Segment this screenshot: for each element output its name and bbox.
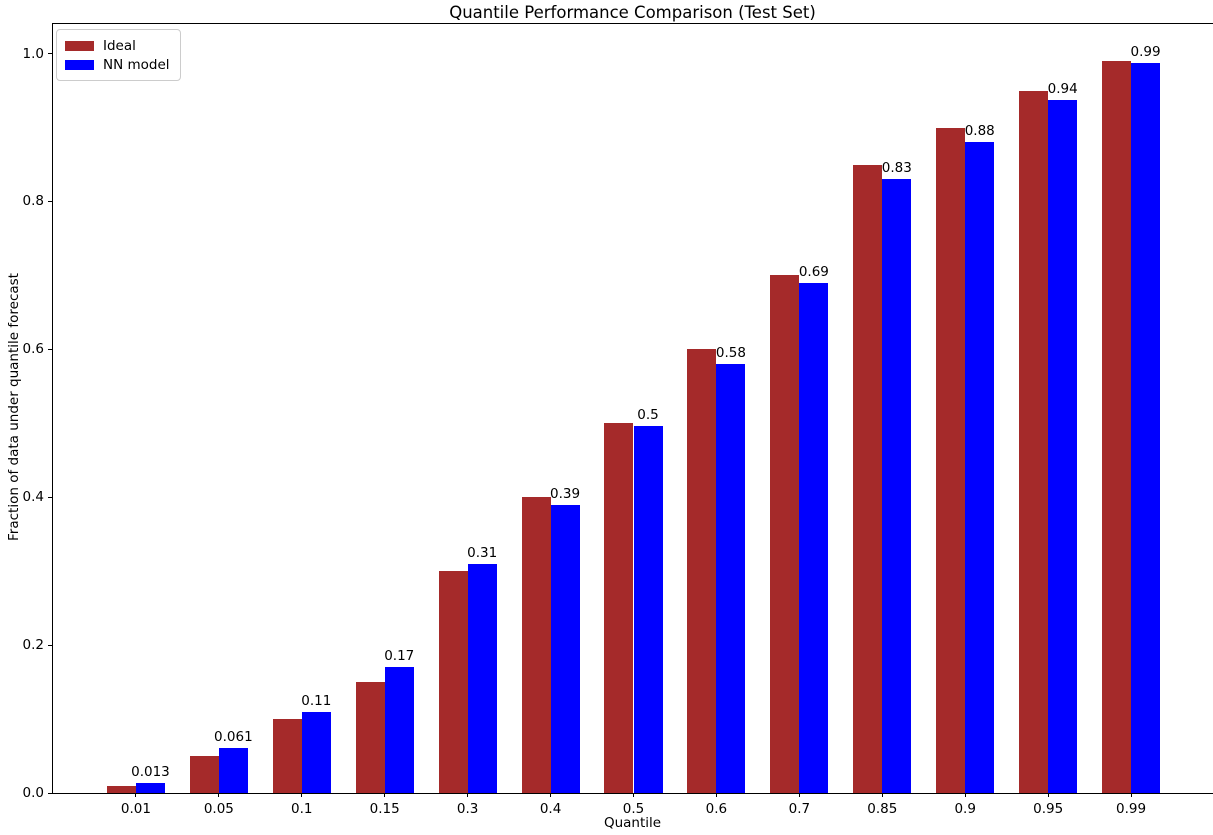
x-tick-label: 0.3 bbox=[456, 801, 479, 817]
bar-nn-model bbox=[1048, 100, 1078, 793]
bar-value-label: 0.69 bbox=[798, 263, 829, 280]
legend-label: NN model bbox=[103, 56, 170, 73]
bar-nn-model bbox=[384, 667, 414, 793]
legend-swatch-icon bbox=[65, 59, 94, 70]
bar-value-label: 0.013 bbox=[131, 764, 170, 781]
x-tick-label: 0.15 bbox=[369, 801, 400, 817]
x-tick-label: 0.05 bbox=[203, 801, 234, 817]
x-tick-label: 0.4 bbox=[539, 801, 562, 817]
bar-value-label: 0.83 bbox=[881, 160, 912, 177]
bar-nn-model bbox=[633, 425, 663, 793]
bar-ideal bbox=[272, 719, 302, 793]
bar-nn-model bbox=[301, 711, 331, 793]
bar-value-label: 0.58 bbox=[715, 345, 746, 362]
x-tick-mark bbox=[798, 793, 800, 797]
y-tick-label: 0.4 bbox=[22, 489, 44, 506]
legend-row: NN model bbox=[65, 55, 170, 74]
bar-value-label: 0.88 bbox=[964, 123, 995, 140]
bar-ideal bbox=[1019, 90, 1049, 793]
x-tick-mark bbox=[1047, 793, 1049, 797]
bar-value-label: 0.99 bbox=[1130, 44, 1161, 61]
bar-ideal bbox=[106, 785, 136, 793]
bar-ideal bbox=[936, 127, 966, 793]
x-tick-label: 0.9 bbox=[954, 801, 976, 817]
bar-ideal bbox=[604, 423, 634, 793]
x-tick-mark bbox=[384, 793, 386, 797]
bar-ideal bbox=[770, 275, 800, 793]
bar-ideal bbox=[355, 682, 385, 793]
bar-ideal bbox=[438, 571, 468, 793]
bar-value-label: 0.94 bbox=[1047, 81, 1078, 98]
y-tick-mark bbox=[48, 792, 52, 794]
y-tick-mark bbox=[48, 348, 52, 350]
x-tick-mark bbox=[633, 793, 634, 797]
x-tick-mark bbox=[964, 793, 966, 797]
y-tick-mark bbox=[48, 200, 52, 202]
x-tick-mark bbox=[1130, 793, 1132, 797]
legend: Ideal NN model bbox=[56, 29, 181, 81]
y-tick-mark bbox=[48, 644, 52, 646]
bar-value-label: 0.39 bbox=[550, 485, 581, 502]
y-tick-label: 0.8 bbox=[22, 193, 44, 210]
x-tick-mark bbox=[135, 793, 137, 797]
bar-ideal bbox=[1102, 60, 1132, 793]
legend-row: Ideal bbox=[65, 36, 170, 55]
x-tick-label: 0.85 bbox=[867, 801, 898, 817]
bar-value-label: 0.061 bbox=[214, 728, 253, 745]
legend-swatch-icon bbox=[65, 40, 94, 51]
x-tick-mark bbox=[881, 793, 883, 797]
chart-title: Quantile Performance Comparison (Test Se… bbox=[449, 3, 816, 22]
x-tick-label: 0.6 bbox=[705, 801, 728, 817]
bar-value-label: 0.31 bbox=[467, 544, 498, 561]
bar-nn-model bbox=[135, 783, 165, 793]
x-tick-label: 0.01 bbox=[120, 801, 151, 817]
y-axis-label: Fraction of data under quantile forecast bbox=[6, 273, 22, 541]
bar-ideal bbox=[687, 349, 717, 793]
x-tick-mark bbox=[467, 793, 469, 797]
bar-value-label: 0.5 bbox=[637, 406, 659, 423]
y-tick-label: 0.6 bbox=[22, 341, 44, 358]
x-tick-mark bbox=[301, 793, 303, 797]
bar-nn-model bbox=[965, 142, 995, 793]
x-tick-label: 0.99 bbox=[1116, 801, 1147, 817]
x-tick-mark bbox=[715, 793, 717, 797]
y-tick-mark bbox=[48, 496, 52, 498]
y-tick-label: 0.2 bbox=[22, 637, 44, 654]
y-tick-label: 1.0 bbox=[22, 45, 44, 62]
x-tick-mark bbox=[218, 793, 220, 797]
bar-nn-model bbox=[467, 563, 497, 793]
bar-ideal bbox=[189, 756, 219, 793]
bar-nn-model bbox=[218, 747, 248, 793]
x-tick-label: 0.95 bbox=[1033, 801, 1064, 817]
x-tick-label: 0.5 bbox=[622, 801, 645, 817]
x-tick-label: 0.7 bbox=[788, 801, 811, 817]
y-tick-label: 0.0 bbox=[22, 785, 44, 801]
bar-nn-model bbox=[882, 179, 912, 793]
bar-nn-model bbox=[1131, 63, 1161, 793]
plot-area: 0.0 0.2 0.4 0.6 0.8 1.0 0.01 0.05 0.1 0.15 0.3 0.4 0… bbox=[23, 23, 1213, 817]
x-axis-label: Quantile bbox=[603, 815, 662, 831]
bar-nn-model bbox=[550, 504, 580, 793]
x-tick-mark bbox=[550, 793, 552, 797]
bar-ideal bbox=[521, 497, 551, 793]
y-tick-mark bbox=[48, 53, 52, 55]
x-tick-label: 0.1 bbox=[291, 801, 313, 817]
legend-label: Ideal bbox=[103, 37, 136, 54]
bar-ideal bbox=[853, 164, 883, 793]
bar-nn-model bbox=[799, 282, 829, 793]
bar-value-label: 0.11 bbox=[301, 692, 332, 709]
bar-value-label: 0.17 bbox=[384, 648, 415, 665]
bar-nn-model bbox=[716, 364, 746, 793]
